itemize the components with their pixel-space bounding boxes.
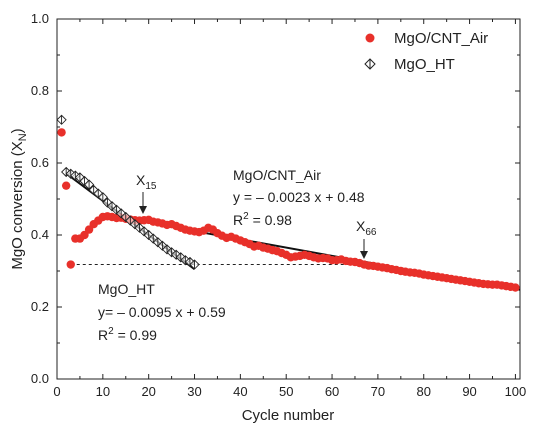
annotations: X15 X66 MgO/CNT_Air y = – 0.0023 x + 0.4…: [98, 167, 377, 343]
x-tick-label: 80: [416, 384, 430, 399]
annotation-ht-r2: R2 = 0.99: [98, 326, 157, 343]
annotation-x66-sub: 66: [365, 227, 377, 238]
annotation-ht-r2-sup: 2: [108, 326, 114, 337]
point-mgo-cnt-air: [66, 260, 75, 269]
y-tick-label: 0.6: [31, 155, 49, 170]
x-tick-label: 90: [462, 384, 476, 399]
y-tick-label: 0.0: [31, 371, 49, 386]
annotation-x66: X66: [356, 218, 377, 238]
x-tick-label: 60: [325, 384, 339, 399]
y-axis-title-end: ): [9, 128, 26, 133]
legend-label-mgo-ht: MgO_HT: [394, 56, 455, 73]
x-tick-label: 40: [233, 384, 247, 399]
annotation-x15-sub: 15: [145, 181, 157, 192]
y-tick-label: 0.8: [31, 83, 49, 98]
x-tick-label: 50: [279, 384, 293, 399]
annotation-cnt-r2-main: R: [233, 212, 243, 228]
annotation-cnt-name: MgO/CNT_Air: [233, 167, 321, 183]
arrow-x15-head: [139, 206, 147, 214]
x-tick-label: 100: [505, 384, 527, 399]
y-axis-title: MgO conversion (XN): [9, 128, 29, 269]
x-tick-label: 70: [371, 384, 385, 399]
annotation-cnt-r2: R2 = 0.98: [233, 211, 292, 228]
legend: MgO/CNT_Air MgO_HT: [364, 30, 488, 73]
annotation-ht-r2-main: R: [98, 327, 108, 343]
point-mgo-ht: [79, 175, 90, 187]
point-mgo-ht: [106, 201, 118, 212]
annotation-x15: X15: [136, 172, 157, 192]
point-mgo-ht: [129, 219, 141, 230]
data-points: [56, 114, 520, 292]
point-mgo-ht: [102, 197, 113, 208]
y-tick-label: 0.2: [31, 299, 49, 314]
y-tick-label: 0.4: [31, 227, 49, 242]
point-mgo-ht: [74, 172, 86, 183]
annotation-ht-r2-val: = 0.99: [114, 327, 157, 343]
y-tick-label: 1.0: [31, 11, 49, 26]
annotation-ht-equation: y= – 0.0095 x + 0.59: [98, 304, 226, 320]
point-mgo-cnt-air: [61, 181, 71, 190]
annotation-cnt-r2-sup: 2: [243, 211, 249, 222]
point-mgo-ht: [88, 184, 99, 196]
point-mgo-ht: [189, 259, 200, 270]
point-mgo-cnt-air: [57, 128, 66, 137]
arrow-x66-head: [360, 251, 368, 259]
annotation-cnt-r2-val: = 0.98: [249, 212, 292, 228]
point-mgo-ht: [97, 192, 108, 203]
x-axis-title: Cycle number: [242, 407, 335, 424]
point-mgo-ht: [134, 222, 145, 233]
annotation-x15-main: X: [136, 172, 146, 188]
x-tick-label: 10: [96, 384, 110, 399]
x-tick-label: 20: [141, 384, 155, 399]
legend-marker-mgo-ht: [364, 58, 376, 70]
point-mgo-ht: [125, 215, 136, 226]
legend-marker-mgo-cnt-air: [365, 33, 375, 43]
x-tick-label: 30: [187, 384, 201, 399]
legend-label-mgo-cnt-air: MgO/CNT_Air: [394, 30, 488, 47]
annotation-ht-name: MgO_HT: [98, 281, 155, 297]
point-mgo-cnt-air: [511, 283, 520, 292]
y-axis-title-main: MgO conversion (X: [9, 141, 26, 269]
annotation-x66-main: X: [356, 218, 366, 234]
point-mgo-ht: [157, 240, 168, 251]
y-axis-title-sub: N: [17, 133, 29, 141]
axis-ticks: 0 10 20 30 40 50 60 70 80 90 100 0.0 0.2 0.4 0.6 0.8 1.0: [31, 11, 526, 399]
x-tick-label: 0: [53, 384, 60, 399]
point-mgo-ht: [83, 179, 95, 190]
point-mgo-ht: [56, 114, 67, 125]
annotation-cnt-equation: y = – 0.0023 x + 0.48: [233, 189, 365, 205]
